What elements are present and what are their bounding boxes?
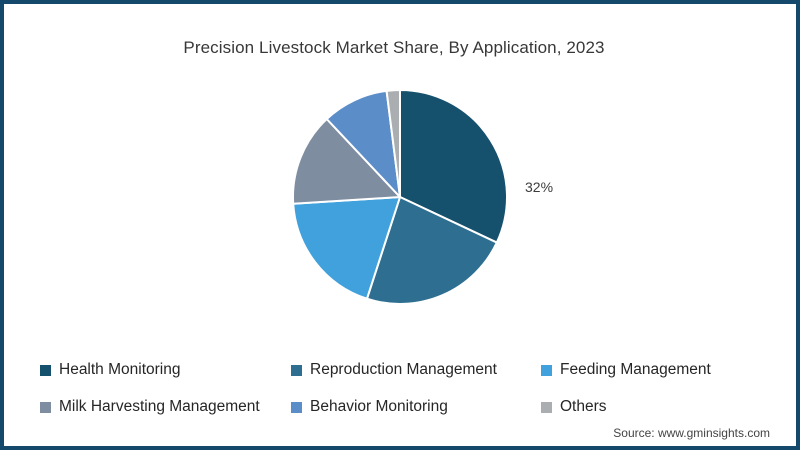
pie-slice-2 <box>292 196 401 300</box>
legend-label: Milk Harvesting Management <box>59 398 260 415</box>
legend-swatch <box>541 364 552 376</box>
legend-label: Behavior Monitoring <box>310 398 448 415</box>
pie-data-label: 32% <box>525 179 554 195</box>
legend-swatch <box>40 401 51 413</box>
pie-svg <box>292 88 508 305</box>
pie-slice-1 <box>365 196 498 305</box>
legend-item-milk-harvesting-management: Milk Harvesting Management <box>40 398 260 416</box>
legend-swatch <box>291 364 302 376</box>
pie-slice-5 <box>385 88 401 198</box>
legend-label: Health Monitoring <box>59 361 181 378</box>
legend-swatch <box>541 401 552 413</box>
chart-title: Precision Livestock Market Share, By App… <box>183 38 605 57</box>
legend-label: Others <box>560 398 607 415</box>
legend-label: Reproduction Management <box>310 361 497 378</box>
pie-slice-0 <box>399 89 508 244</box>
source-attribution: Source: www.gminsights.com <box>613 426 770 440</box>
legend-item-reproduction-management: Reproduction Management <box>291 361 497 379</box>
pie-slice-3 <box>292 118 401 205</box>
legend-item-health-monitoring: Health Monitoring <box>40 361 180 379</box>
legend-swatch <box>40 364 51 376</box>
legend-item-feeding-management: Feeding Management <box>541 361 711 379</box>
legend-label: Feeding Management <box>560 361 711 378</box>
legend-swatch <box>291 401 302 413</box>
legend-item-behavior-monitoring: Behavior Monitoring <box>291 398 448 416</box>
legend-item-others: Others <box>541 398 607 416</box>
